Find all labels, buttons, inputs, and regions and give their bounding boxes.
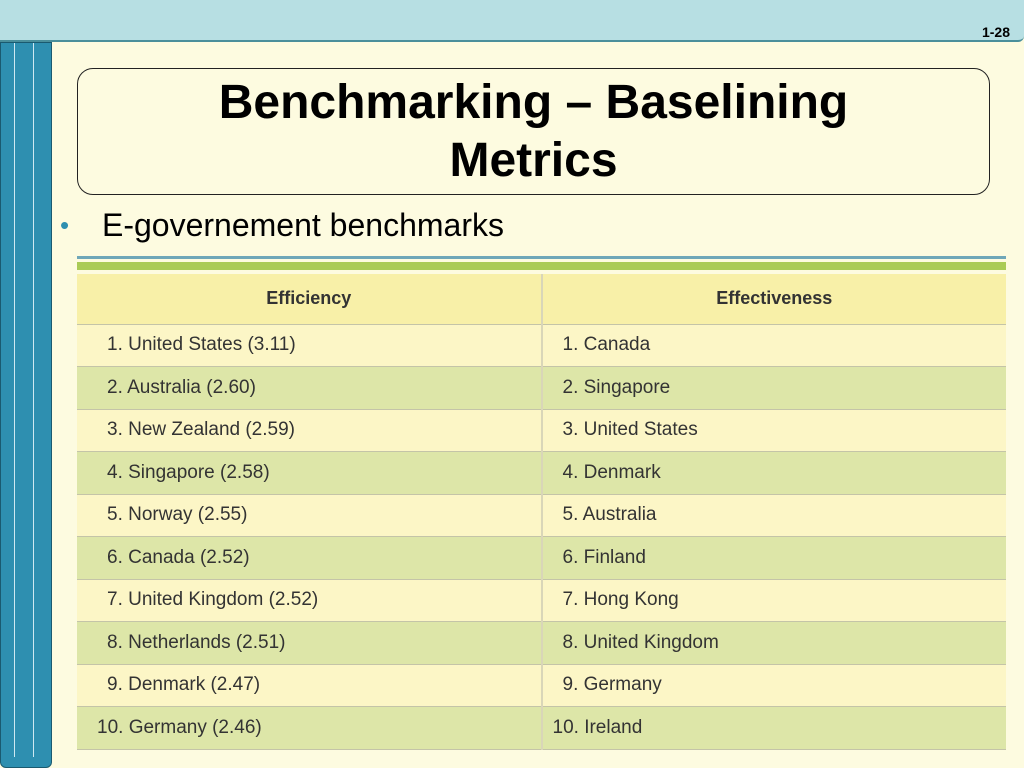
effectiveness-cell: 10. Ireland [540,706,1006,750]
efficiency-cell: 3. New Zealand (2.59) [77,409,542,452]
efficiency-cell: 8. Netherlands (2.51) [77,621,542,665]
efficiency-cell: 9. Denmark (2.47) [77,664,542,707]
slide-title: Benchmarking – Baselining Metrics [218,75,849,187]
table-top-border [77,256,1006,270]
effectiveness-cell: 5. Australia [540,494,1006,537]
bullet-dot-icon: • [60,210,70,240]
effectiveness-cell: 3. United States [540,409,1006,452]
table-row: 5. Norway (2.55) 5. Australia [77,494,1006,537]
table-row: 8. Netherlands (2.51) 8. United Kingdom [77,621,1006,665]
column-header-efficiency: Efficiency [77,274,542,325]
effectiveness-cell: 8. United Kingdom [540,621,1006,665]
slide-side-bar [0,42,52,768]
effectiveness-cell: 2. Singapore [540,366,1006,410]
bullet-text: E-governement benchmarks [102,207,504,243]
effectiveness-cell: 1. Canada [540,324,1006,367]
effectiveness-cell: 4. Denmark [540,451,1006,495]
effectiveness-cell: 6. Finland [540,536,1006,580]
table-row: 4. Singapore (2.58) 4. Denmark [77,451,1006,495]
table-row: 2. Australia (2.60) 2. Singapore [77,366,1006,410]
effectiveness-cell: 9. Germany [540,664,1006,707]
efficiency-cell: 7. United Kingdom (2.52) [77,579,542,622]
table-row: 1. United States (3.11) 1. Canada [77,324,1006,367]
table-row: 9. Denmark (2.47) 9. Germany [77,664,1006,707]
slide-header-bar: 1-28 [0,0,1024,42]
table-row: 10. Germany (2.46) 10. Ireland [77,706,1006,750]
slide-number: 1-28 [981,24,1010,40]
effectiveness-cell: 7. Hong Kong [540,579,1006,622]
efficiency-cell: 6. Canada (2.52) [77,536,542,580]
efficiency-cell: 1. United States (3.11) [77,324,542,367]
side-bar-stripe [14,43,15,757]
table-row: 7. United Kingdom (2.52) 7. Hong Kong [77,579,1006,622]
column-header-effectiveness: Effectiveness [540,274,1006,325]
efficiency-cell: 10. Germany (2.46) [77,706,542,750]
efficiency-cell: 2. Australia (2.60) [77,366,542,410]
bullet-item: • E-governement benchmarks [58,207,504,244]
efficiency-cell: 5. Norway (2.55) [77,494,542,537]
table-row: 6. Canada (2.52) 6. Finland [77,536,1006,580]
table-header-row: Efficiency Effectiveness [77,274,1006,325]
benchmark-table: Efficiency Effectiveness 1. United State… [77,274,1006,750]
efficiency-cell: 4. Singapore (2.58) [77,451,542,495]
title-box: Benchmarking – Baselining Metrics [77,68,990,195]
table-row: 3. New Zealand (2.59) 3. United States [77,409,1006,452]
side-bar-stripe [33,43,34,757]
